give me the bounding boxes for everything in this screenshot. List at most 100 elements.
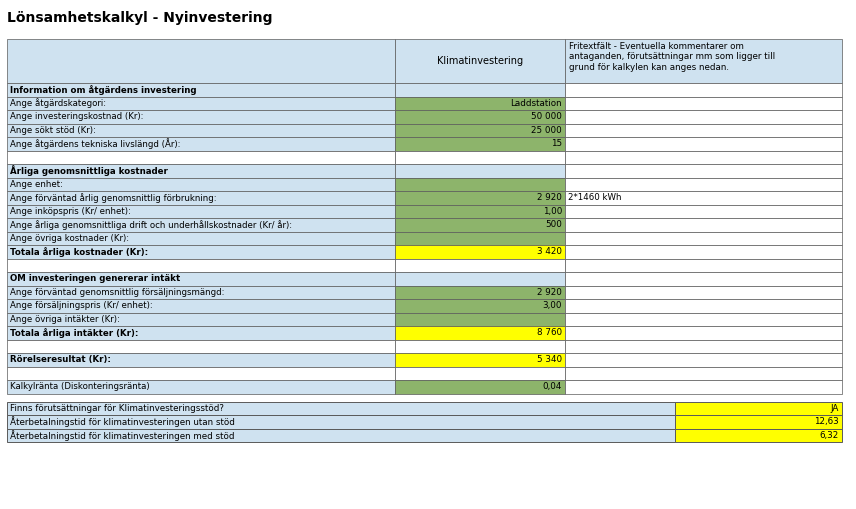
Bar [395, 286, 565, 299]
Bar [7, 380, 395, 393]
Text: Totala årliga intäkter (Kr):: Totala årliga intäkter (Kr): [10, 328, 139, 338]
Text: Finns förutsättningar för Klimatinvesteringsstöd?: Finns förutsättningar för Klimatinvester… [10, 404, 224, 413]
Bar [565, 83, 842, 97]
Bar [395, 218, 565, 232]
Text: Ange årliga genomsnittliga drift och underhållskostnader (Kr/ år):: Ange årliga genomsnittliga drift och und… [10, 220, 292, 230]
Bar [565, 218, 842, 232]
Bar [7, 402, 675, 415]
Bar [7, 151, 395, 164]
Text: Ange övriga intäkter (Kr):: Ange övriga intäkter (Kr): [10, 315, 120, 324]
Bar [7, 191, 395, 205]
Bar [7, 353, 395, 366]
Bar [395, 272, 565, 286]
Bar [395, 326, 565, 340]
Bar [7, 272, 395, 286]
Bar [395, 97, 565, 110]
Text: Rörelseresultat (Kr):: Rörelseresultat (Kr): [10, 355, 111, 364]
Bar [565, 205, 842, 218]
Bar [395, 83, 565, 97]
Bar [395, 191, 565, 205]
Bar [565, 191, 842, 205]
Bar [395, 151, 565, 164]
Bar [395, 232, 565, 245]
Bar [565, 178, 842, 191]
Text: 50 000: 50 000 [531, 112, 562, 121]
Text: OM investeringen genererar intäkt: OM investeringen genererar intäkt [10, 274, 181, 283]
Bar [565, 39, 842, 83]
Text: Fritextfält - Eventuella kommentarer om
antaganden, förutsättningar mm som ligge: Fritextfält - Eventuella kommentarer om … [569, 42, 776, 72]
Text: 15: 15 [551, 139, 562, 148]
Text: Ange åtgärdskategori:: Ange åtgärdskategori: [10, 98, 106, 108]
Text: 500: 500 [545, 220, 562, 229]
Bar [7, 259, 395, 272]
Bar [565, 151, 842, 164]
Text: Återbetalningstid för klimatinvesteringen utan stöd: Återbetalningstid för klimatinvesteringe… [10, 416, 235, 427]
Bar [7, 415, 675, 429]
Bar [7, 366, 395, 380]
Bar [565, 232, 842, 245]
Bar [7, 286, 395, 299]
Bar [395, 178, 565, 191]
Bar [7, 232, 395, 245]
Text: Ange förväntad årlig genomsnittlig förbrukning:: Ange förväntad årlig genomsnittlig förbr… [10, 193, 217, 203]
Text: Information om åtgärdens investering: Information om åtgärdens investering [10, 85, 197, 95]
Bar [7, 124, 395, 137]
Text: Ange försäljningspris (Kr/ enhet):: Ange försäljningspris (Kr/ enhet): [10, 301, 152, 310]
Text: 1,00: 1,00 [543, 207, 562, 216]
Bar [7, 326, 395, 340]
Bar [395, 299, 565, 313]
Text: 25 000: 25 000 [532, 126, 562, 135]
Text: Lönsamhetskalkyl - Nyinvestering: Lönsamhetskalkyl - Nyinvestering [7, 11, 272, 25]
Bar [395, 164, 565, 178]
Text: Ange inköpspris (Kr/ enhet):: Ange inköpspris (Kr/ enhet): [10, 207, 131, 216]
Bar [565, 353, 842, 366]
Bar [395, 110, 565, 124]
Text: Årliga genomsnittliga kostnader: Årliga genomsnittliga kostnader [10, 165, 168, 176]
Text: 5 340: 5 340 [537, 355, 562, 364]
Bar [395, 259, 565, 272]
Bar [7, 429, 675, 442]
Bar [565, 272, 842, 286]
Text: Ange övriga kostnader (Kr):: Ange övriga kostnader (Kr): [10, 234, 129, 243]
Text: Klimatinvestering: Klimatinvestering [437, 56, 523, 66]
Text: Ange investeringskostnad (Kr):: Ange investeringskostnad (Kr): [10, 112, 144, 121]
Bar [565, 164, 842, 178]
Bar [7, 83, 395, 97]
Bar [395, 380, 565, 393]
Bar [565, 286, 842, 299]
Text: Totala årliga kostnader (Kr):: Totala årliga kostnader (Kr): [10, 247, 148, 257]
Bar [565, 340, 842, 353]
Text: 12,63: 12,63 [814, 417, 839, 426]
Bar [565, 110, 842, 124]
Text: 2 920: 2 920 [537, 193, 562, 202]
Text: 0,04: 0,04 [543, 382, 562, 391]
Bar [565, 245, 842, 259]
Text: Kalkylränta (Diskonteringsränta): Kalkylränta (Diskonteringsränta) [10, 382, 150, 391]
Text: Laddstation: Laddstation [510, 99, 562, 108]
Text: Ange enhet:: Ange enhet: [10, 180, 63, 189]
Text: 2*1460 kWh: 2*1460 kWh [568, 193, 621, 202]
Bar [7, 313, 395, 326]
Bar [565, 380, 842, 393]
Bar [7, 205, 395, 218]
Bar [395, 366, 565, 380]
Bar [395, 124, 565, 137]
Bar [675, 415, 842, 429]
Text: 6,32: 6,32 [820, 431, 839, 440]
Text: 2 920: 2 920 [537, 288, 562, 297]
Bar [7, 39, 395, 83]
Bar [7, 299, 395, 313]
Bar [395, 313, 565, 326]
Bar [7, 97, 395, 110]
Bar [565, 137, 842, 151]
Bar [7, 164, 395, 178]
Bar [7, 218, 395, 232]
Bar [395, 205, 565, 218]
Text: Ange sökt stöd (Kr):: Ange sökt stöd (Kr): [10, 126, 96, 135]
Text: Ange åtgärdens tekniska livslängd (År):: Ange åtgärdens tekniska livslängd (År): [10, 138, 181, 149]
Text: 3 420: 3 420 [537, 247, 562, 256]
Text: JA: JA [830, 404, 839, 413]
Bar [565, 366, 842, 380]
Bar [565, 313, 842, 326]
Bar [565, 259, 842, 272]
